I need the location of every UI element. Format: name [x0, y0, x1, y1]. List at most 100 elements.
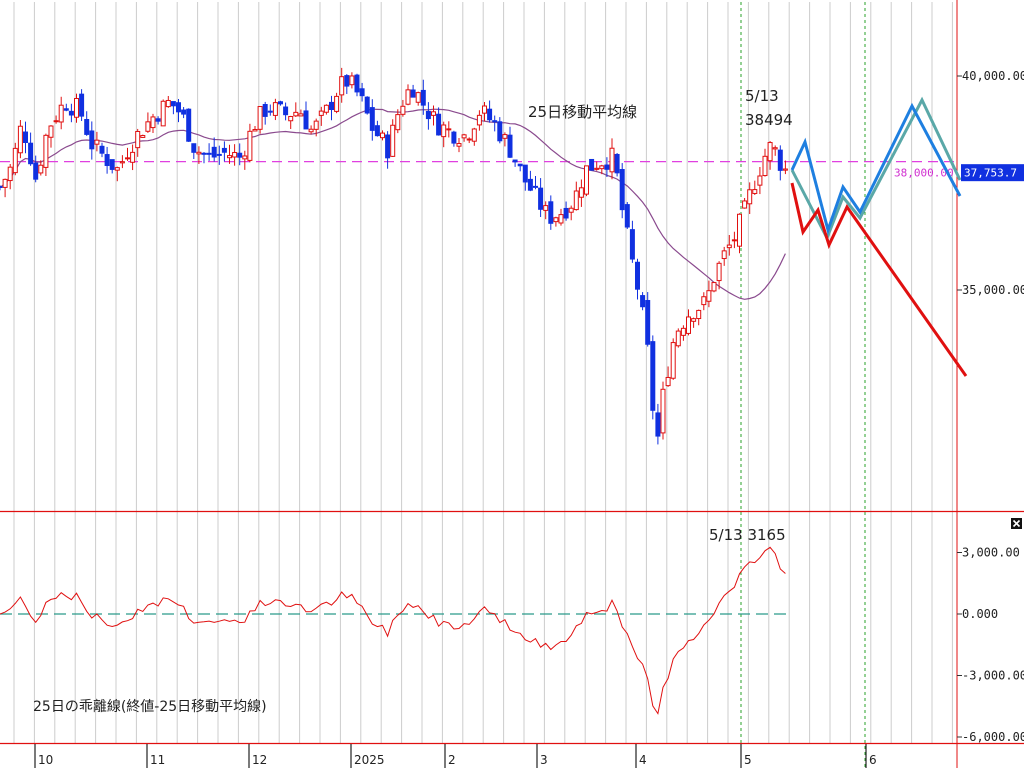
candle — [339, 67, 345, 103]
candle-body — [782, 168, 788, 171]
candle — [762, 148, 768, 177]
candle-body — [522, 164, 528, 183]
candle — [558, 208, 564, 226]
candle — [757, 166, 763, 195]
candle — [782, 160, 788, 175]
candle — [604, 157, 610, 178]
y-tick-label: -3,000.00 — [962, 669, 1024, 683]
candle — [43, 133, 49, 177]
candle-body — [431, 111, 436, 116]
candle — [155, 116, 161, 125]
candle-body — [726, 244, 732, 249]
annotation-value-label: 38494 — [745, 111, 793, 129]
candle — [573, 181, 579, 211]
level-line-label: 38,000.00 — [894, 167, 954, 180]
candlestick-series — [0, 67, 788, 445]
candle — [502, 132, 508, 147]
candle — [527, 170, 533, 192]
candle — [186, 108, 192, 142]
vertical-grid — [13, 2, 953, 768]
candle — [68, 103, 74, 123]
candle — [63, 103, 69, 112]
candle — [716, 261, 722, 290]
candle — [594, 161, 600, 171]
candle — [670, 338, 676, 380]
candle-body — [436, 113, 442, 136]
candle — [390, 119, 396, 157]
candle-body — [629, 229, 635, 260]
candle-body — [487, 108, 493, 121]
candle — [318, 106, 324, 126]
deviation-y-axis: 3,000.00 0.000 -3,000.00 -6,000.00 — [957, 546, 1024, 744]
candle — [89, 121, 95, 160]
candle-body — [339, 76, 345, 96]
candle-body — [48, 125, 54, 138]
candle — [747, 182, 753, 215]
candle-body — [731, 239, 737, 242]
x-tick-label: 5 — [744, 753, 752, 767]
candle — [461, 133, 467, 142]
x-tick-label: 10 — [38, 753, 53, 767]
candle-body — [476, 114, 482, 126]
candle-body — [451, 131, 457, 144]
candle — [7, 164, 13, 190]
deviation-annotation-label: 5/13 3165 — [709, 526, 786, 544]
close-panel-button[interactable] — [1011, 518, 1022, 529]
candle — [721, 246, 727, 266]
candle — [221, 141, 227, 162]
candle-body — [211, 146, 217, 158]
deviation-panel-label: 25日の乖離線(終値-25日移動平均線) — [33, 698, 267, 715]
candle-body — [247, 130, 253, 161]
candle-body — [395, 114, 401, 131]
candle — [701, 292, 707, 311]
scenario-lines — [790, 96, 968, 377]
candle-body — [63, 108, 69, 111]
candle-body — [757, 175, 763, 186]
candle-body — [558, 214, 564, 224]
candle-body — [390, 124, 396, 157]
candle — [512, 159, 518, 167]
candle-body — [573, 190, 579, 211]
candle — [359, 82, 365, 102]
candle-body — [512, 159, 518, 163]
candle-body — [114, 167, 120, 171]
candle-body — [221, 147, 227, 153]
candle-body — [119, 161, 125, 164]
candle — [58, 96, 64, 130]
candle — [0, 185, 3, 191]
candle-body — [216, 153, 222, 156]
candle-body — [130, 151, 136, 163]
candle-body — [543, 205, 549, 211]
candle-body — [762, 155, 768, 177]
candle — [257, 106, 263, 134]
candle-body — [553, 217, 559, 223]
candle-body — [262, 104, 268, 117]
candle — [181, 107, 187, 119]
candle-body — [283, 106, 289, 116]
x-tick-label: 2 — [448, 753, 456, 767]
candle — [471, 127, 477, 146]
candle — [624, 202, 630, 229]
candle-body — [74, 98, 79, 118]
candle — [584, 165, 589, 197]
candle — [482, 102, 487, 122]
candle — [660, 381, 666, 440]
candle — [150, 113, 156, 134]
candle — [196, 146, 202, 164]
candle — [140, 134, 146, 138]
candle — [675, 328, 681, 348]
candle — [349, 72, 355, 89]
candle-body — [665, 376, 671, 387]
candle-body — [563, 207, 569, 219]
candle-body — [482, 105, 487, 114]
candle — [711, 281, 717, 293]
candle-body — [369, 107, 375, 131]
candle-body — [772, 147, 778, 150]
candle — [313, 118, 319, 137]
candle — [742, 198, 748, 209]
candle-body — [655, 412, 661, 437]
candle-body — [533, 185, 538, 188]
candle — [487, 100, 493, 123]
